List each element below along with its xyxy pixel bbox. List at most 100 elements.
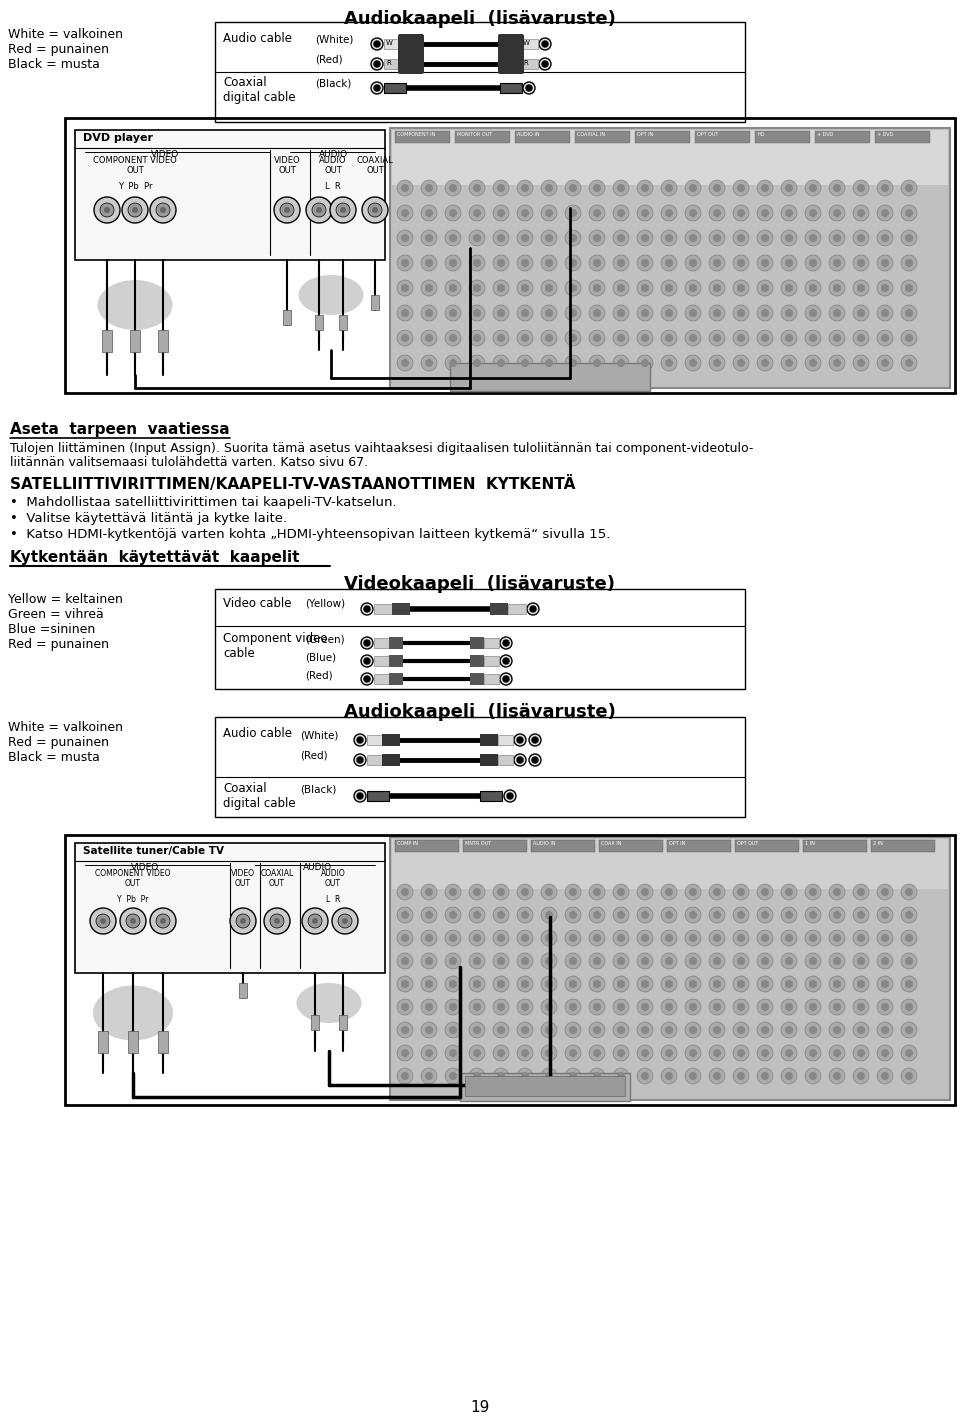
Circle shape (284, 207, 290, 213)
Circle shape (473, 310, 481, 317)
Circle shape (529, 734, 541, 746)
Circle shape (569, 1049, 577, 1056)
Circle shape (689, 359, 697, 366)
Circle shape (330, 197, 356, 223)
Circle shape (545, 359, 553, 366)
Circle shape (709, 907, 725, 923)
Circle shape (316, 207, 322, 213)
Text: MNTR OUT: MNTR OUT (465, 841, 492, 846)
Circle shape (853, 1022, 869, 1038)
Circle shape (709, 1045, 725, 1061)
Circle shape (853, 1000, 869, 1015)
Circle shape (593, 310, 601, 317)
Circle shape (421, 230, 437, 246)
Circle shape (829, 907, 845, 923)
Circle shape (541, 256, 557, 271)
Circle shape (497, 310, 505, 317)
Circle shape (421, 305, 437, 321)
Circle shape (469, 1022, 485, 1038)
Circle shape (757, 280, 773, 295)
Circle shape (569, 980, 577, 988)
Circle shape (617, 957, 625, 966)
Circle shape (397, 355, 413, 371)
Circle shape (469, 885, 485, 900)
Circle shape (713, 1027, 721, 1034)
Circle shape (805, 1022, 821, 1038)
Circle shape (545, 957, 553, 966)
Circle shape (517, 976, 533, 993)
Circle shape (445, 256, 461, 271)
Circle shape (493, 329, 509, 346)
Circle shape (641, 912, 649, 919)
Circle shape (497, 1072, 505, 1081)
Bar (367, 791, 389, 801)
Circle shape (425, 334, 433, 342)
Circle shape (637, 256, 653, 271)
Circle shape (354, 790, 366, 802)
Circle shape (833, 980, 841, 988)
Circle shape (709, 953, 725, 968)
Bar (128, 1031, 138, 1054)
Circle shape (637, 885, 653, 900)
Circle shape (565, 256, 581, 271)
Circle shape (521, 888, 529, 896)
Circle shape (685, 305, 701, 321)
FancyBboxPatch shape (398, 34, 424, 74)
Circle shape (877, 953, 893, 968)
Circle shape (473, 1049, 481, 1056)
Circle shape (473, 888, 481, 896)
Circle shape (104, 207, 110, 213)
Circle shape (829, 1022, 845, 1038)
Circle shape (425, 1072, 433, 1081)
Circle shape (905, 912, 913, 919)
Circle shape (503, 657, 509, 665)
Circle shape (809, 1027, 817, 1034)
Circle shape (449, 359, 457, 366)
Circle shape (613, 930, 629, 946)
Text: OPT IN: OPT IN (669, 841, 685, 846)
Circle shape (500, 655, 512, 667)
Circle shape (661, 305, 677, 321)
Circle shape (589, 1045, 605, 1061)
Circle shape (641, 888, 649, 896)
Circle shape (445, 1000, 461, 1015)
Circle shape (541, 953, 557, 968)
Circle shape (364, 657, 370, 665)
Circle shape (156, 914, 170, 929)
Circle shape (641, 234, 649, 241)
Circle shape (853, 280, 869, 295)
Circle shape (569, 934, 577, 941)
Circle shape (809, 284, 817, 293)
Circle shape (829, 885, 845, 900)
Circle shape (469, 1000, 485, 1015)
Circle shape (805, 976, 821, 993)
Circle shape (593, 1003, 601, 1011)
Circle shape (709, 180, 725, 196)
Circle shape (853, 1045, 869, 1061)
Circle shape (641, 1049, 649, 1056)
Circle shape (689, 934, 697, 941)
Circle shape (589, 355, 605, 371)
Circle shape (230, 907, 256, 934)
Circle shape (90, 907, 116, 934)
Circle shape (689, 1027, 697, 1034)
Circle shape (881, 888, 889, 896)
Circle shape (641, 957, 649, 966)
Circle shape (473, 284, 481, 293)
Bar (470, 673, 484, 684)
Text: Y  Pb  Pr: Y Pb Pr (118, 182, 153, 192)
Circle shape (905, 185, 913, 192)
Circle shape (397, 1022, 413, 1038)
Circle shape (545, 310, 553, 317)
Text: VIDEO: VIDEO (151, 151, 180, 159)
Circle shape (500, 673, 512, 684)
Circle shape (421, 280, 437, 295)
Text: (Red): (Red) (305, 670, 332, 680)
Circle shape (733, 355, 749, 371)
Circle shape (881, 980, 889, 988)
Circle shape (901, 930, 917, 946)
Circle shape (565, 355, 581, 371)
Circle shape (364, 676, 370, 682)
Circle shape (589, 305, 605, 321)
Circle shape (589, 953, 605, 968)
